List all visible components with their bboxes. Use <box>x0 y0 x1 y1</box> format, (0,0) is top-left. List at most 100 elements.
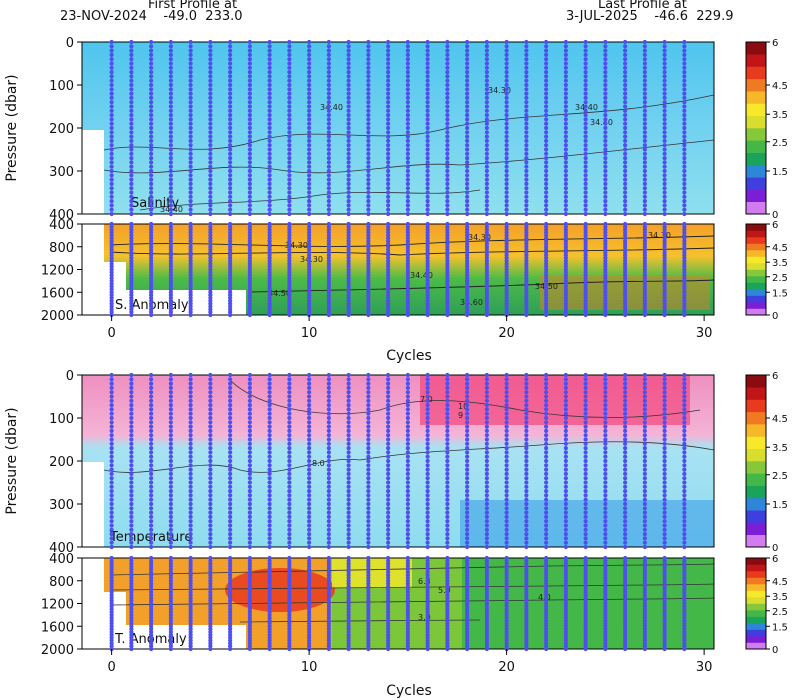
profile-dot <box>623 381 628 386</box>
profile-dot <box>188 372 193 378</box>
profile-dot <box>662 471 667 476</box>
profile-dot <box>642 489 647 494</box>
profile-dot <box>603 497 608 502</box>
profile-dot <box>623 100 628 105</box>
profile-dot <box>129 57 134 62</box>
profile-dot <box>662 312 667 318</box>
profile-dot <box>583 493 588 498</box>
profile-dot <box>642 194 647 199</box>
profile-dot <box>168 52 173 58</box>
profile-dot <box>326 377 331 382</box>
profile-dot <box>149 471 154 476</box>
profile-dot <box>149 48 154 53</box>
profile-dot <box>623 484 628 489</box>
profile-dot <box>563 372 568 378</box>
profile-dot <box>366 385 371 390</box>
profile-dot <box>168 108 173 113</box>
profile-dot <box>109 428 114 433</box>
profile-dot <box>386 433 391 438</box>
profile-dot <box>366 104 371 109</box>
profile-dot <box>228 82 233 88</box>
profile-dot <box>504 433 509 438</box>
profile-dot <box>188 104 193 109</box>
profile-dot <box>208 156 213 161</box>
profile-dot <box>563 211 568 217</box>
profile-dot <box>682 532 687 537</box>
profile-dot <box>208 433 213 438</box>
profile-dot <box>287 207 292 212</box>
profile-dot <box>149 211 154 217</box>
profile-dot <box>623 527 628 532</box>
profile-dot <box>603 44 608 49</box>
profile-dot <box>544 463 549 468</box>
profile-dot <box>346 390 351 395</box>
profile-dot <box>642 394 647 399</box>
profile-dot <box>307 39 312 45</box>
profile-dot <box>583 151 588 156</box>
profile-dot <box>484 143 489 148</box>
profile-dot <box>307 104 312 109</box>
profile-dot <box>682 199 687 204</box>
profile-dot <box>188 441 193 446</box>
profile-dot <box>208 501 213 507</box>
profile-dot <box>346 78 351 83</box>
profile-dot <box>129 506 134 511</box>
colorbar-temperature-anomaly: 64.53.52.51.50 <box>745 554 788 656</box>
profile-dot <box>405 514 410 520</box>
profile-dot <box>326 403 331 408</box>
profile-dot <box>366 78 371 83</box>
profile-dot <box>583 501 588 507</box>
profile-dot <box>208 372 213 378</box>
profile-dot <box>603 125 608 131</box>
profile-dot <box>642 160 647 165</box>
profile-dot <box>465 57 470 62</box>
profile-dot <box>405 108 410 113</box>
profile-dot <box>504 501 509 507</box>
profile-dot <box>307 48 312 53</box>
profile-dot <box>642 147 647 152</box>
profile-dot <box>188 532 193 537</box>
profile-dot <box>682 87 687 92</box>
profile-dot <box>287 510 292 515</box>
profile-dot <box>484 437 489 442</box>
profile-dot <box>623 186 628 191</box>
profile-dot <box>267 403 272 408</box>
profile-dot <box>445 44 450 49</box>
profile-dot <box>662 65 667 70</box>
profile-dot <box>603 104 608 109</box>
profile-dot <box>366 411 371 416</box>
profile-dot <box>642 646 647 652</box>
profile-dot <box>386 372 391 378</box>
profile-dot <box>346 203 351 208</box>
profile-dot <box>642 433 647 438</box>
profile-dot <box>524 381 529 386</box>
salinity-anomaly-panel: 34.30 34.30 34.30 34.30 34.40 34.50 34.5… <box>41 218 715 324</box>
profile-dot <box>168 506 173 511</box>
profile-dot <box>544 532 549 537</box>
profile-dot <box>149 523 154 528</box>
profile-dot <box>603 160 608 165</box>
profile-dot <box>465 156 470 161</box>
profile-dot <box>445 398 450 403</box>
profile-dot <box>326 181 331 186</box>
profile-dot <box>326 104 331 109</box>
profile-dot <box>405 186 410 191</box>
profile-dot <box>405 177 410 182</box>
profile-dot <box>603 467 608 472</box>
profile-dot <box>228 143 233 148</box>
profile-dot <box>267 493 272 498</box>
profile-dot <box>544 143 549 148</box>
profile-dot <box>504 398 509 403</box>
profile-dot <box>228 501 233 507</box>
profile-dot <box>425 194 430 199</box>
profile-dot <box>247 497 252 502</box>
profile-dot <box>484 450 489 455</box>
profile-dot <box>544 57 549 62</box>
profile-dot <box>228 433 233 438</box>
profile-dot <box>425 519 430 524</box>
profile-dot <box>129 48 134 53</box>
profile-dot <box>425 130 430 135</box>
profile-dot <box>168 489 173 494</box>
profile-dot <box>228 211 233 217</box>
profile-dot <box>524 168 529 174</box>
